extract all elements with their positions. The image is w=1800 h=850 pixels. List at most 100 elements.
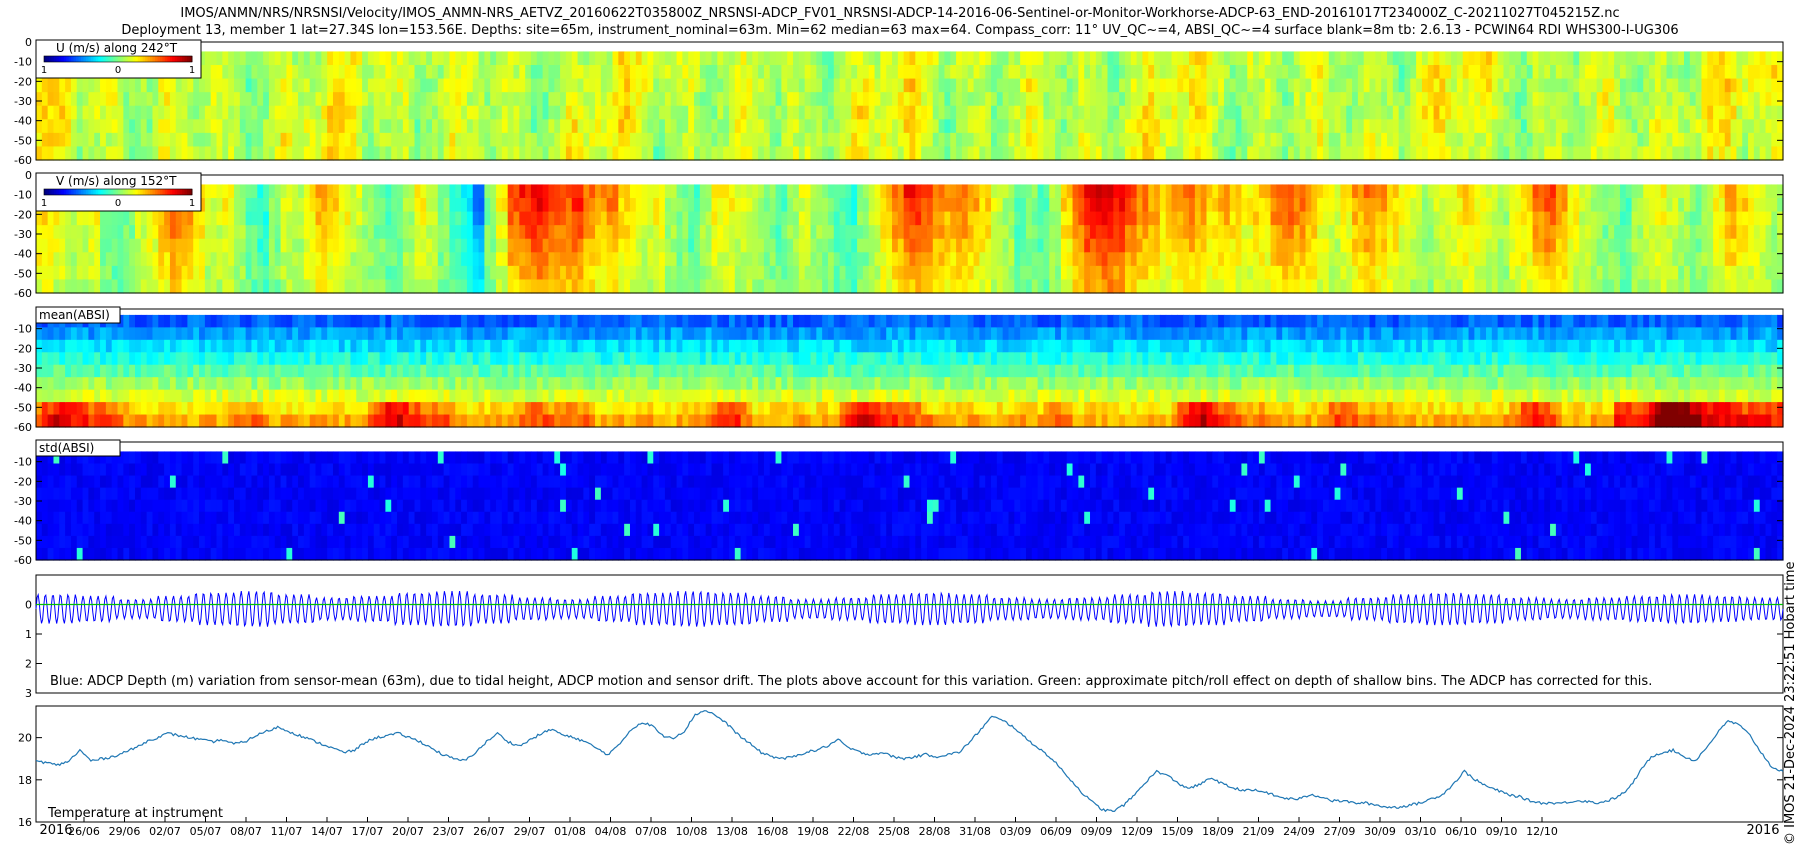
y-tick-label: -30 [14,95,32,108]
heatmap-cell [1625,92,1633,107]
heatmap-cell [932,132,940,148]
heatmap-cell [466,198,474,213]
heatmap-cell [1497,132,1505,148]
heatmap-cell [1293,238,1301,253]
heatmap-cell [1002,198,1010,213]
heatmap-cell [629,119,637,134]
heatmap-cell [1078,65,1085,80]
heatmap-cell [711,184,718,199]
heatmap-cell [880,132,887,148]
heatmap-cell [1579,51,1586,66]
heatmap-cell [59,146,66,161]
heatmap-cell [1229,119,1237,134]
colorbar-segment [127,189,131,195]
heatmap-cell [501,198,509,213]
heatmap-cell [1171,225,1178,240]
heatmap-cell [1707,105,1714,120]
heatmap-cell [82,132,90,148]
heatmap-cell [810,238,817,253]
heatmap-cell [1765,252,1772,267]
heatmap-cell [653,119,660,134]
heatmap-cell [723,78,730,93]
heatmap-cell [443,184,451,199]
heatmap-cell [478,51,485,66]
heatmap-cell [1486,119,1493,134]
heatmap-cell [670,238,678,253]
heatmap-cell [1363,132,1371,148]
heatmap-cell [443,92,451,107]
u-legend: U (m/s) along 242°T1 0 1 [35,39,202,79]
heatmap-cell [36,225,43,240]
heatmap-cell [408,225,416,240]
heatmap-cell [1777,225,1784,240]
heatmap-cell [1340,198,1347,213]
heatmap-cell [950,198,957,213]
heatmap-cell [1264,132,1272,148]
heatmap-cell [82,265,90,281]
heatmap-cell [787,78,794,93]
heatmap-cell [1497,146,1505,161]
heatmap-cell [111,105,119,120]
heatmap-cell [385,265,392,281]
heatmap-cell [175,225,183,240]
heatmap-cell [1660,65,1668,80]
heatmap-cell [921,265,928,281]
heatmap-cell [1119,92,1126,107]
heatmap-cell [781,78,788,93]
heatmap-cell [321,198,328,213]
colorbar-segment [93,56,97,62]
heatmap-cell [1078,119,1085,134]
heatmap-cell [245,146,253,161]
heatmap-cell [787,146,794,161]
heatmap-cell [921,65,928,80]
heatmap-cell [1573,211,1580,226]
heatmap-cell [1090,119,1097,134]
heatmap-cell [245,279,253,294]
heatmap-cell [1701,65,1708,80]
heatmap-cell [705,252,713,267]
heatmap-cell [1148,252,1155,267]
heatmap-cell [1200,211,1208,226]
heatmap-cell [1468,279,1475,294]
colorbar-segment [113,189,117,195]
heatmap-cell [804,92,812,107]
heatmap-cell [1299,198,1307,213]
heatmap-cell [996,198,1004,213]
panel-frame [35,174,1784,294]
heatmap-cell [1177,225,1184,240]
heatmap-cell [1130,92,1138,107]
heatmap-cell [653,146,660,161]
heatmap-cell [595,198,602,213]
heatmap-cell [1037,132,1045,148]
heatmap-cell [303,65,311,80]
heatmap-cell [169,78,177,93]
heatmap-cell [1014,184,1021,199]
heatmap-cell [472,119,480,134]
heatmap-cell [1573,252,1580,267]
heatmap-cell [536,51,544,66]
heatmap-cell [1148,92,1155,107]
heatmap-cell [1346,132,1353,148]
heatmap-cell [1421,265,1429,281]
heatmap-cell [1130,238,1138,253]
heatmap-cell [1602,119,1609,134]
heatmap-cell [810,198,817,213]
heatmap-cell [676,211,683,226]
heatmap-cell [472,211,480,226]
heatmap-cell [402,51,410,66]
heatmap-cell [1357,252,1365,267]
heatmap-cell [565,225,573,240]
heatmap-cell [1427,279,1435,294]
heatmap-cell [589,225,596,240]
heatmap-cell [810,279,817,294]
heatmap-cell [1625,198,1633,213]
heatmap-cell [1218,51,1225,66]
heatmap-cell [874,252,881,267]
heatmap-cell [1008,65,1015,80]
heatmap-cell [158,279,165,294]
heatmap-cell [164,252,171,267]
heatmap-cell [129,238,136,253]
heatmap-cell [59,78,66,93]
heatmap-cell [1183,78,1190,93]
colorbar-segment [137,189,141,195]
